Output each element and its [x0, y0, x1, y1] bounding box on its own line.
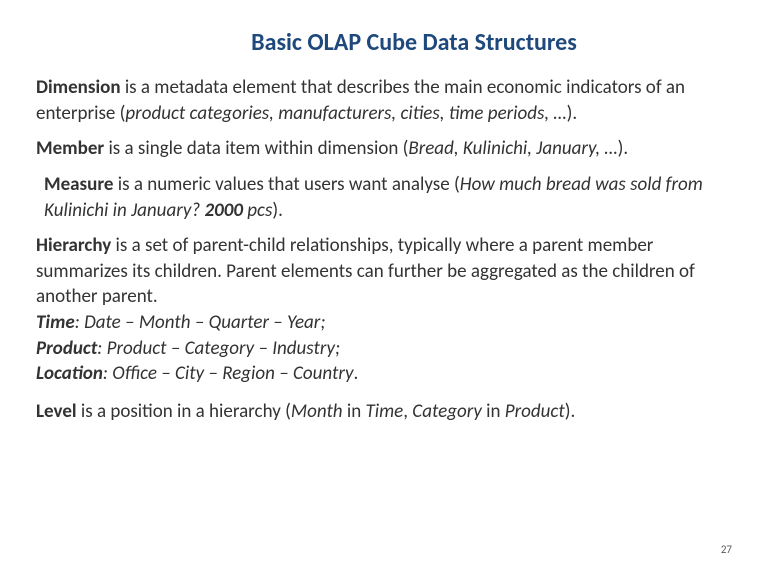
italic-member: Bread, Kulinichi, January, … — [408, 137, 617, 160]
hierarchy-line-product: Product: Product – Category – Industry; — [36, 336, 722, 362]
italic-measure-2: pcs — [243, 199, 272, 222]
hierarchy-label-location: Location — [36, 362, 103, 385]
italic-level-3: Category — [412, 400, 482, 423]
term-measure: Measure — [44, 173, 113, 196]
bold-italic-measure: 2000 — [204, 199, 243, 222]
italic-level-2: Time — [366, 400, 404, 423]
hierarchy-label-product: Product — [36, 337, 97, 360]
text-dimension-2: ). — [567, 102, 578, 125]
term-member: Member — [36, 137, 104, 160]
text-member-1: is a single data item within dimension ( — [104, 137, 408, 160]
hierarchy-intro: Hierarchy is a set of parent-child relat… — [36, 233, 722, 310]
definition-level: Level is a position in a hierarchy (Mont… — [36, 399, 732, 425]
hierarchy-line-time: Time: Date – Month – Quarter – Year; — [36, 310, 722, 336]
text-level-2: ). — [565, 400, 576, 423]
slide-title: Basic OLAP Cube Data Structures — [156, 28, 672, 57]
text-hierarchy: is a set of parent-child relationships, … — [36, 234, 695, 308]
text-level-t1: in — [343, 400, 366, 423]
definition-member: Member is a single data item within dime… — [36, 136, 732, 162]
text-measure-1: is a numeric values that users want anal… — [113, 173, 459, 196]
hierarchy-label-time: Time — [36, 311, 75, 334]
term-hierarchy: Hierarchy — [36, 234, 111, 257]
text-level-t3: in — [482, 400, 505, 423]
hierarchy-path-location: : Office – City – Region – Country — [103, 362, 354, 385]
italic-level-1: Month — [291, 400, 343, 423]
text-member-2: ). — [618, 137, 629, 160]
page-number: 27 — [721, 543, 732, 556]
hierarchy-path-product: : Product – Category – Industry; — [97, 337, 340, 360]
italic-level-4: Product — [505, 400, 565, 423]
definition-measure: Measure is a numeric values that users w… — [36, 172, 732, 223]
definition-hierarchy: Hierarchy is a set of parent-child relat… — [36, 233, 732, 387]
text-level-1: is a position in a hierarchy ( — [77, 400, 291, 423]
slide-container: Basic OLAP Cube Data Structures Dimensio… — [0, 0, 768, 576]
italic-dimension: product categories, manufacturers, citie… — [125, 102, 566, 125]
hierarchy-path-time: : Date – Month – Quarter – Year; — [75, 311, 326, 334]
hierarchy-trailing: . — [353, 362, 358, 385]
term-level: Level — [36, 400, 77, 423]
hierarchy-line-location: Location: Office – City – Region – Count… — [36, 361, 722, 387]
text-level-t2: , — [403, 400, 412, 423]
term-dimension: Dimension — [36, 76, 121, 99]
text-measure-2: ). — [272, 199, 283, 222]
definition-dimension: Dimension is a metadata element that des… — [36, 75, 732, 126]
